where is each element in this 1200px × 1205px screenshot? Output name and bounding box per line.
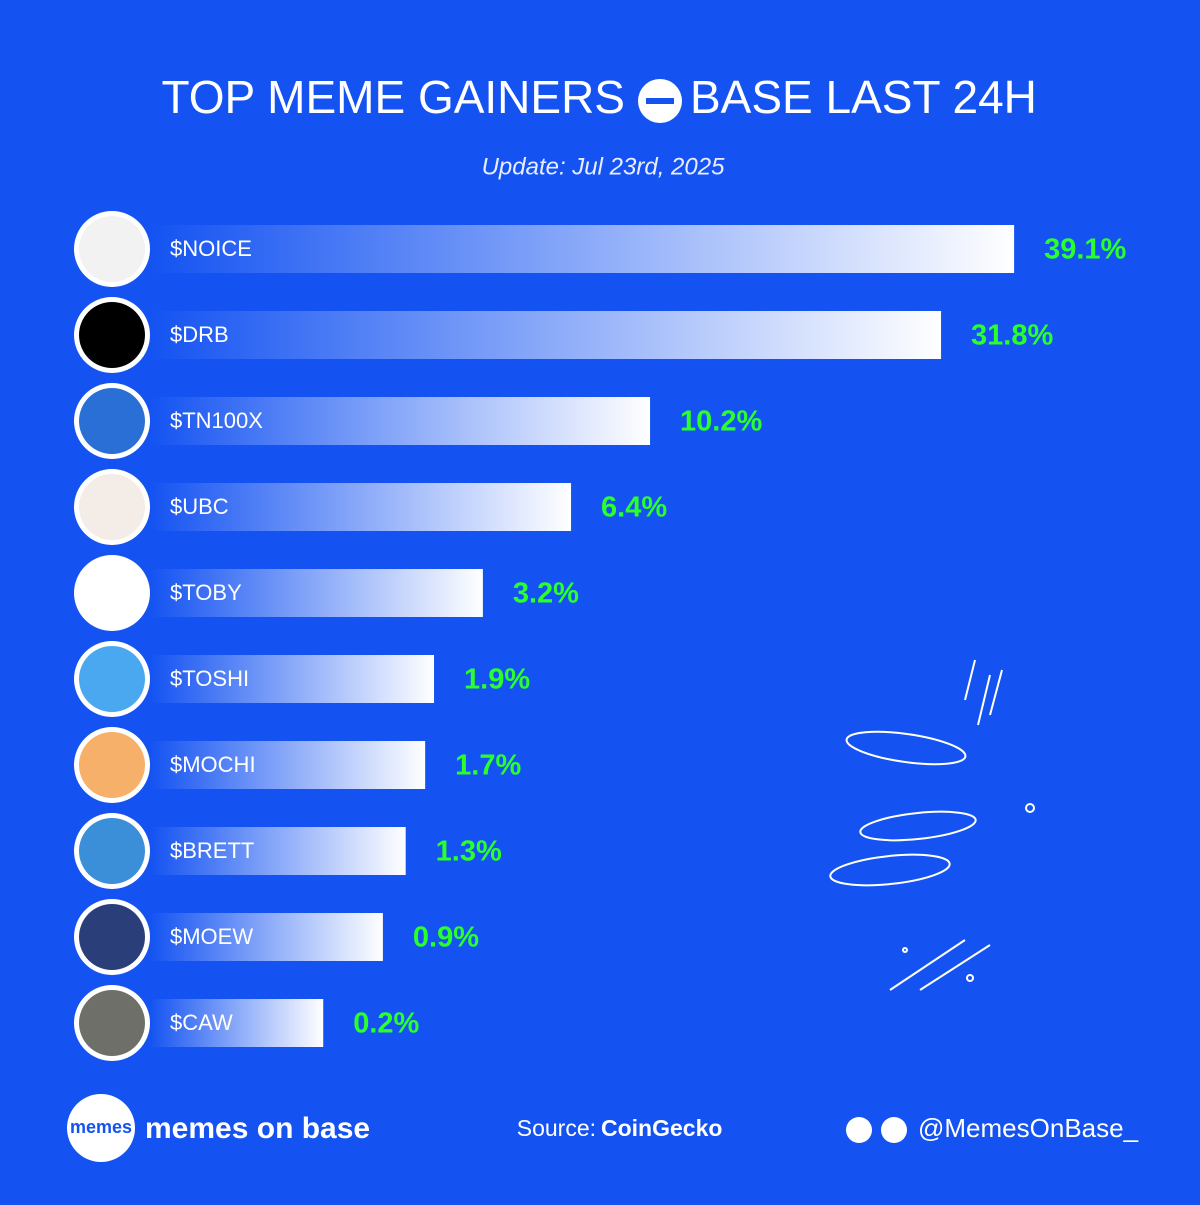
- bar: [150, 483, 572, 531]
- chart-subtitle: Update: Jul 23rd, 2025: [482, 153, 725, 180]
- brand-logo-text: memes: [70, 1117, 132, 1137]
- bar: [150, 311, 942, 359]
- token-icon-inner: [79, 302, 145, 368]
- bar: [150, 999, 324, 1047]
- category-label: $CAW: [170, 1010, 233, 1035]
- bar: [150, 397, 651, 445]
- token-icon-inner: [79, 732, 145, 798]
- value-label: 39.1%: [1044, 234, 1126, 266]
- category-label: $UBC: [170, 494, 229, 519]
- bar: [150, 827, 406, 875]
- base-logo: [638, 79, 682, 123]
- value-label: 0.9%: [413, 922, 479, 954]
- value-label: 6.4%: [601, 492, 667, 524]
- brand-name: memes on base: [145, 1112, 370, 1145]
- footer: memes memes on base Source: CoinGecko @M…: [67, 1094, 1139, 1162]
- coin-doodle: [829, 659, 1035, 991]
- value-label: 0.2%: [353, 1008, 419, 1040]
- bar: [150, 569, 483, 617]
- value-label: 1.7%: [455, 750, 521, 782]
- token-icon-inner: [79, 388, 145, 454]
- category-label: $NOICE: [170, 236, 252, 261]
- token-icon-inner: [79, 646, 145, 712]
- brand-logo: [67, 1094, 135, 1162]
- value-label: 1.3%: [436, 836, 502, 868]
- source-label: Source:: [517, 1115, 596, 1141]
- value-label: 1.9%: [464, 664, 530, 696]
- token-icon-inner: [79, 990, 145, 1056]
- category-label: $DRB: [170, 322, 229, 347]
- bar: [150, 741, 426, 789]
- x-icon[interactable]: [846, 1117, 872, 1143]
- value-label: 3.2%: [513, 578, 579, 610]
- category-label: $BRETT: [170, 838, 254, 863]
- category-label: $TN100X: [170, 408, 263, 433]
- bar: [150, 225, 1015, 273]
- value-label: 31.8%: [971, 320, 1053, 352]
- chart-title: TOP MEME GAINERS: [161, 71, 625, 123]
- category-label: $MOEW: [170, 924, 253, 949]
- chart-title-suffix: BASE LAST 24H: [690, 71, 1037, 123]
- token-icon-inner: [79, 474, 145, 540]
- source-name: CoinGecko: [601, 1115, 722, 1141]
- token-icon-inner: [79, 904, 145, 970]
- bar: [150, 913, 383, 961]
- telegram-icon[interactable]: [881, 1117, 907, 1143]
- social-handle[interactable]: @MemesOnBase_: [918, 1113, 1139, 1143]
- token-icon-inner: [79, 216, 145, 282]
- value-label: 10.2%: [680, 406, 762, 438]
- bar: [150, 655, 435, 703]
- category-label: $MOCHI: [170, 752, 256, 777]
- category-label: $TOBY: [170, 580, 242, 605]
- token-icon-inner: [79, 560, 145, 626]
- token-icon-inner: [79, 818, 145, 884]
- category-label: $TOSHI: [170, 666, 249, 691]
